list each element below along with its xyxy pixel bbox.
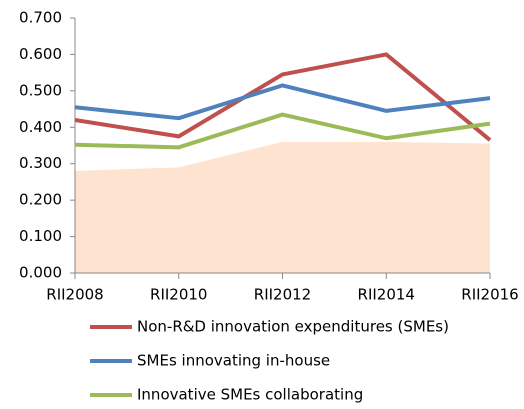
- y-tick-label: 0.000: [19, 264, 62, 282]
- x-tick-label: RII2016: [461, 286, 518, 304]
- y-tick-label: 0.100: [19, 227, 62, 245]
- legend-label: SMEs innovating in-house: [137, 352, 330, 370]
- x-tick-label: RII2010: [150, 286, 207, 304]
- x-tick-label: RII2012: [254, 286, 311, 304]
- y-tick-label: 0.200: [19, 191, 62, 209]
- legend-label: Non-R&D innovation expenditures (SMEs): [137, 318, 449, 336]
- y-tick-label: 0.500: [19, 81, 62, 99]
- line: [74, 83, 491, 121]
- y-tick-label: 0.400: [19, 118, 62, 136]
- y-tick-label: 0.300: [19, 154, 62, 172]
- line: [74, 52, 492, 142]
- line: [74, 112, 491, 150]
- legend-label: Innovative SMEs collaborating: [137, 386, 363, 404]
- y-tick-label: 0.600: [19, 45, 62, 63]
- x-tick-label: RII2008: [46, 286, 103, 304]
- y-tick-label: 0.700: [19, 9, 62, 27]
- x-tick-label: RII2014: [358, 286, 415, 304]
- area: [75, 141, 490, 273]
